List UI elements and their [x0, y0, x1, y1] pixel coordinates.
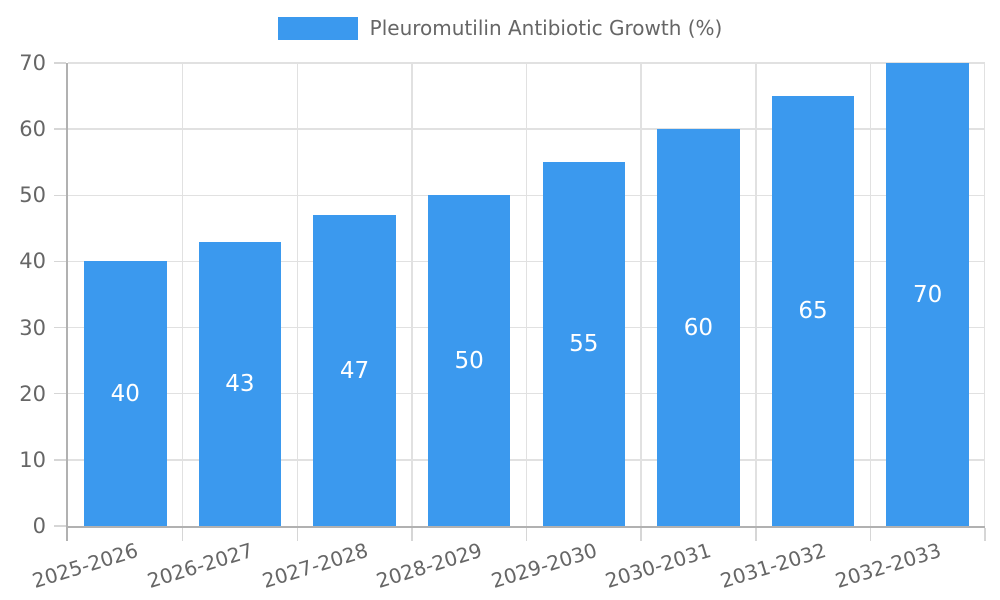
y-axis-label: 50 [19, 183, 46, 208]
bar-value-label: 50 [454, 347, 484, 374]
x-axis-label: 2032-2033 [832, 538, 944, 593]
gridline-vertical [640, 63, 642, 526]
y-axis-label: 70 [19, 51, 46, 75]
y-axis-tick [54, 326, 66, 329]
y-axis-label: 60 [19, 117, 46, 142]
y-axis-label: 30 [19, 315, 46, 340]
x-axis-tick [640, 528, 642, 541]
bar-value-label: 70 [913, 281, 943, 308]
y-axis-tick [54, 525, 66, 527]
gridline-vertical [181, 63, 184, 526]
y-axis-label: 20 [19, 381, 46, 406]
bar[interactable]: 55 [542, 162, 626, 526]
x-axis-tick [411, 528, 413, 541]
y-axis-label: 0 [32, 514, 46, 538]
gridline-vertical [296, 63, 298, 526]
x-axis-tick [181, 528, 184, 541]
x-axis-label: 2026-2027 [144, 538, 256, 593]
y-axis-tick [54, 392, 66, 395]
y-axis-tick [54, 194, 66, 197]
x-axis-label: 2030-2031 [602, 538, 715, 593]
x-axis-label: 2028-2029 [373, 538, 485, 593]
bar[interactable]: 70 [886, 63, 969, 526]
x-axis-tick [525, 528, 528, 541]
legend: Pleuromutilin Antibiotic Growth (%) [0, 17, 1000, 40]
x-axis-tick [869, 528, 872, 541]
x-axis-tick [984, 528, 986, 541]
y-axis-tick [54, 260, 66, 263]
gridline-vertical [869, 63, 872, 526]
bar[interactable]: 60 [657, 129, 740, 526]
plot-area: 0 10 20 30 40 50 60 70 40 2025-2026 43 2026-2027 47 2… [19, 52, 986, 593]
bar[interactable]: 47 [313, 215, 396, 526]
gridline-vertical [525, 63, 528, 526]
bar-value-label: 60 [683, 314, 714, 341]
bar[interactable]: 40 [84, 261, 167, 526]
x-axis-label: 2031-2032 [717, 538, 829, 593]
legend-item[interactable]: Pleuromutilin Antibiotic Growth (%) [277, 16, 723, 40]
y-axis-label: 40 [19, 249, 46, 274]
x-axis-tick [296, 528, 298, 541]
bar[interactable]: 65 [771, 96, 855, 526]
gridline-vertical [411, 63, 413, 526]
y-axis-tick [54, 128, 66, 130]
y-axis-tick [54, 459, 66, 461]
gridline-vertical [983, 63, 985, 526]
bar-value-label: 47 [339, 357, 370, 384]
x-axis-label: 2025-2026 [29, 538, 142, 593]
bar-value-label: 65 [798, 298, 828, 325]
bar-value-label: 43 [225, 370, 255, 397]
y-axis-tick [54, 62, 66, 64]
bar-value-label: 40 [110, 380, 140, 407]
gridline-vertical [755, 63, 757, 526]
x-axis-label: 2029-2030 [488, 538, 600, 593]
x-axis-label: 2027-2028 [259, 538, 371, 593]
legend-label: Pleuromutilin Antibiotic Growth (%) [369, 16, 723, 40]
x-axis-tick [755, 528, 757, 541]
y-axis-line-extension [66, 528, 68, 541]
bar[interactable]: 43 [198, 241, 282, 526]
y-axis-label: 10 [19, 447, 46, 472]
bar[interactable]: 50 [427, 195, 511, 526]
legend-swatch [277, 17, 358, 40]
bar-value-label: 55 [569, 331, 599, 358]
